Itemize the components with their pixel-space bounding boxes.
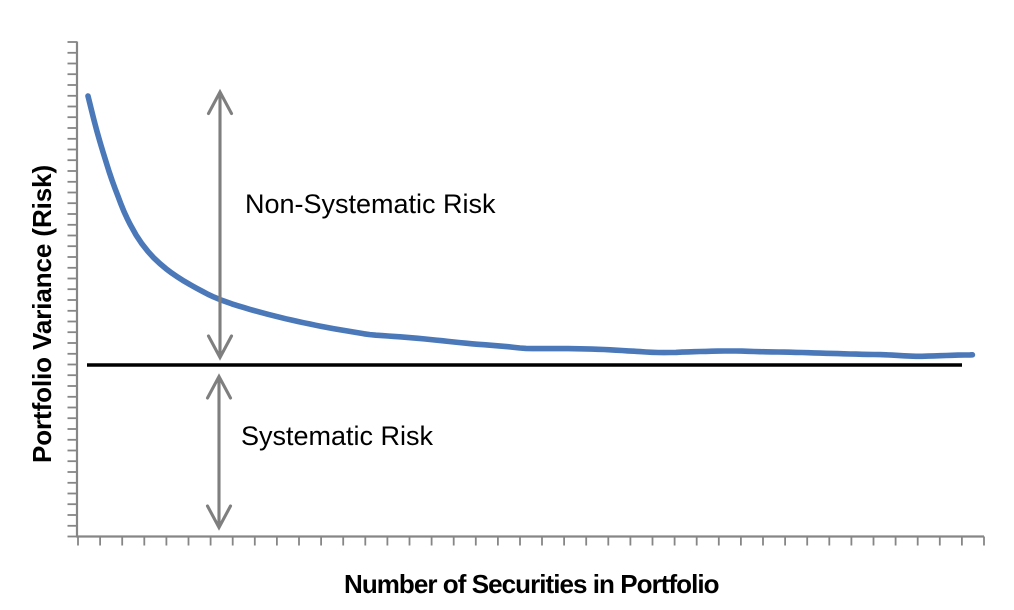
svg-text:Non-Systematic Risk: Non-Systematic Risk — [245, 189, 496, 219]
svg-text:Number of Securities in Portfo: Number of Securities in Portfolio — [344, 569, 719, 599]
svg-text:Portfolio Variance (Risk): Portfolio Variance (Risk) — [27, 165, 57, 463]
svg-text:Systematic Risk: Systematic Risk — [241, 421, 434, 451]
